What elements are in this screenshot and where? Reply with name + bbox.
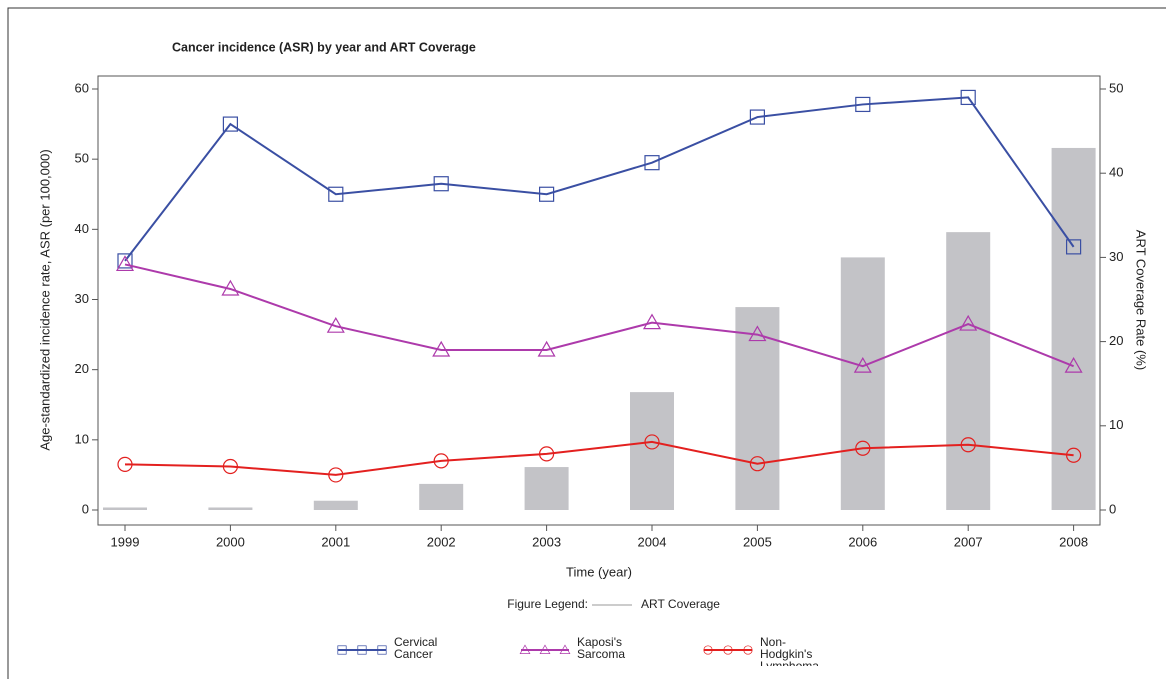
- bar: [313, 500, 358, 510]
- y2-tick-label: 50: [1109, 80, 1123, 95]
- series-line: [124, 96, 1075, 262]
- point-marker: [748, 325, 767, 342]
- point-marker: [433, 176, 449, 192]
- x-tick-label: 2000: [216, 534, 245, 549]
- point-marker: [537, 340, 556, 357]
- x-axis-label: Time (year): [566, 564, 632, 579]
- point-marker: [328, 186, 344, 202]
- legend-label-box: Kaposi's Sarcoma: [577, 636, 626, 661]
- point-marker: [644, 434, 660, 450]
- chart-title: Cancer incidence (ASR) by year and ART C…: [172, 40, 476, 54]
- point-marker: [117, 456, 133, 472]
- point-marker: [432, 340, 451, 357]
- point-marker: [1065, 239, 1082, 255]
- x-tick-label: 2005: [743, 534, 772, 549]
- outer-frame: [7, 7, 1166, 679]
- point-marker: [328, 467, 344, 483]
- x-tick-label: 2002: [427, 534, 456, 549]
- y-tick-label: 60: [75, 80, 89, 95]
- point-marker: [960, 437, 976, 453]
- bar: [103, 507, 147, 510]
- bar: [208, 507, 253, 510]
- legend-marker: [377, 645, 387, 655]
- bar: [630, 392, 674, 510]
- legend-label: Cervical Cancer: [394, 636, 438, 661]
- legend-marker: [357, 645, 367, 655]
- point-marker: [221, 279, 240, 296]
- x-tick-label: 1999: [111, 534, 140, 549]
- bar: [946, 232, 991, 510]
- y-tick-label: 20: [75, 361, 89, 376]
- legend-marker: [519, 644, 531, 654]
- y-axis-label: Age-standardized incidence rate, ASR (pe…: [37, 149, 52, 450]
- point-marker: [1064, 356, 1083, 373]
- x-tick-label: 2001: [321, 534, 350, 549]
- y2-axis-label: ART Coverage Rate (%): [1134, 230, 1149, 370]
- bar: [524, 467, 569, 510]
- point-marker: [749, 456, 766, 472]
- plot-frame: [97, 75, 1101, 526]
- legend-marker: [743, 645, 753, 655]
- point-marker: [644, 155, 660, 171]
- legend-title: Figure Legend:: [507, 597, 588, 611]
- legend-marker: [723, 645, 733, 655]
- point-marker: [115, 255, 135, 272]
- bar: [1051, 147, 1096, 510]
- x-tick-label: 2006: [848, 534, 877, 549]
- legend-marker: [337, 645, 347, 655]
- bar: [840, 257, 885, 510]
- legend-label: ART Coverage: [641, 597, 720, 611]
- bar: [735, 307, 780, 510]
- legend-label: Kaposi's Sarcoma: [577, 636, 626, 661]
- series-line: [124, 440, 1074, 476]
- x-tick-label: 2008: [1059, 534, 1088, 549]
- y2-tick-label: 20: [1109, 333, 1123, 348]
- point-marker: [853, 356, 872, 373]
- point-marker: [959, 314, 978, 331]
- point-marker: [538, 186, 555, 202]
- point-marker: [642, 313, 662, 330]
- legend-label-box: Cervical Cancer: [394, 636, 438, 661]
- point-marker: [538, 446, 555, 462]
- legend-marker: [539, 644, 551, 654]
- series-line: [124, 263, 1074, 368]
- y2-tick-label: 40: [1109, 165, 1123, 180]
- point-marker: [1065, 447, 1082, 463]
- x-tick-label: 2007: [954, 534, 983, 549]
- y2-tick-label: 10: [1109, 417, 1123, 432]
- bar: [419, 483, 464, 510]
- point-marker: [117, 253, 133, 269]
- y2-tick-label: 30: [1109, 249, 1123, 264]
- point-marker: [222, 116, 238, 132]
- y-tick-label: 50: [75, 151, 89, 166]
- y-tick-label: 40: [75, 221, 89, 236]
- legend-label: Non-Hodgkin's Lymphoma: [760, 636, 819, 666]
- x-tick-label: 2003: [532, 534, 561, 549]
- point-marker: [433, 453, 449, 469]
- point-marker: [326, 316, 345, 333]
- legend-label-box: Non-Hodgkin's Lymphoma: [760, 636, 819, 666]
- point-marker: [960, 89, 976, 106]
- point-marker: [222, 458, 238, 475]
- legend-marker: [703, 645, 713, 655]
- point-marker: [855, 440, 871, 456]
- y-tick-label: 30: [75, 291, 89, 306]
- y-tick-label: 0: [82, 501, 89, 516]
- point-marker: [749, 109, 766, 125]
- x-tick-label: 2004: [638, 534, 667, 549]
- legend-marker: [559, 644, 571, 654]
- y2-tick-label: 0: [1109, 501, 1116, 516]
- y-tick-label: 10: [75, 431, 89, 446]
- point-marker: [855, 96, 871, 113]
